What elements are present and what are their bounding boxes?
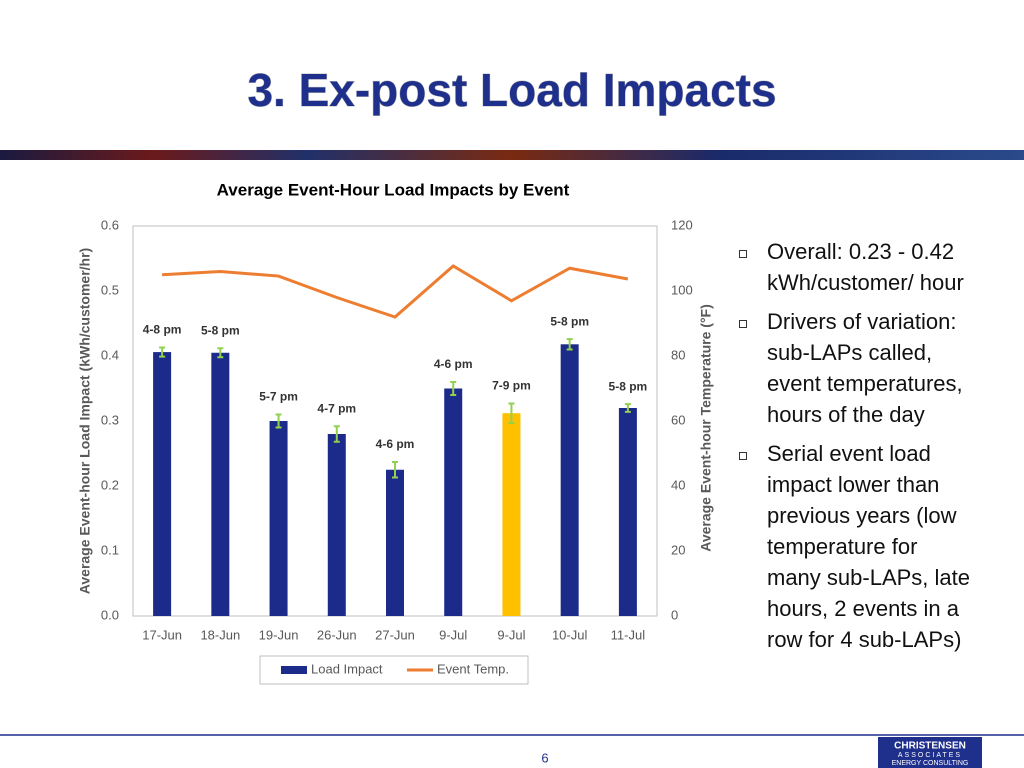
logo — [878, 737, 982, 768]
slide-title: 3. Ex-post Load Impacts — [247, 64, 776, 116]
legend-label: Event Temp. — [437, 661, 509, 676]
chart-title: Average Event-Hour Load Impacts by Event — [217, 180, 570, 199]
y2-tick-label: 80 — [671, 347, 685, 362]
bar — [618, 408, 637, 616]
bar — [327, 434, 346, 616]
bullet: Serial event load impact lower than prev… — [735, 438, 970, 655]
bar-annotation: 4-7 pm — [317, 401, 356, 415]
bar-annotation: 4-8 pm — [143, 323, 182, 337]
y2-tick-label: 0 — [671, 607, 678, 622]
header-band — [0, 150, 1024, 160]
x-tick-label: 19-Jun — [259, 627, 299, 642]
y2-tick-label: 20 — [671, 542, 685, 557]
bar — [502, 413, 521, 616]
y-tick-label: 0.3 — [101, 412, 119, 427]
y2-tick-label: 120 — [671, 217, 693, 232]
logo-text: ASSOCIATES — [898, 752, 962, 759]
error-bar — [159, 346, 166, 358]
bar — [444, 388, 463, 616]
bar-annotation: 5-8 pm — [201, 323, 240, 337]
y-tick-label: 0.5 — [101, 282, 119, 297]
x-tick-label: 26-Jun — [317, 627, 357, 642]
line — [162, 264, 629, 319]
bar — [211, 352, 230, 616]
bar-annotation: 4-6 pm — [376, 437, 415, 451]
y-axis-label: Average Event-hour Load Impact (kWh/cust… — [77, 248, 93, 594]
error-bar — [333, 425, 340, 443]
error-bar — [566, 338, 573, 351]
error-bar — [450, 381, 457, 396]
error-bar — [275, 413, 282, 429]
bar-annotation: 7-9 pm — [492, 379, 531, 393]
error-bar — [624, 403, 631, 413]
bar — [560, 344, 579, 616]
x-tick-label: 9-Jul — [439, 627, 467, 642]
bullet: Overall: 0.23 - 0.42 kWh/customer/ hour — [735, 236, 970, 298]
x-tick-label: 11-Jul — [611, 627, 646, 642]
logo-text: CHRISTENSEN — [894, 741, 966, 752]
bullet: Drivers of variation: sub-LAPs called, e… — [735, 306, 970, 430]
y2-axis-label: Average Event-hour Temperature (°F) — [698, 304, 714, 552]
error-bar — [392, 460, 398, 479]
legend-swatch — [281, 666, 307, 674]
y-tick-label: 0.6 — [101, 217, 119, 232]
bar-annotation: 5-8 pm — [550, 314, 589, 328]
error-bar — [217, 347, 224, 359]
x-tick-label: 17-Jun — [142, 627, 182, 642]
y-tick-label: 0.0 — [101, 607, 119, 622]
x-tick-label: 18-Jun — [200, 627, 240, 642]
y2-tick-label: 40 — [671, 477, 685, 492]
bar — [386, 469, 404, 616]
bar-annotation: 5-7 pm — [259, 390, 298, 404]
x-tick-label: 9-Jul — [497, 627, 525, 642]
logo-text: ENERGY CONSULTING — [892, 760, 969, 767]
bar — [153, 352, 172, 616]
page-number: 6 — [541, 750, 548, 765]
bar-annotation: 5-8 pm — [609, 379, 648, 393]
legend-label: Load Impact — [311, 661, 383, 676]
bar — [269, 421, 288, 616]
y-tick-label: 0.1 — [101, 542, 119, 557]
bullet-list: Overall: 0.23 - 0.42 kWh/customer/ hour D… — [735, 236, 970, 663]
y2-tick-label: 60 — [671, 412, 685, 427]
y-tick-label: 0.4 — [101, 347, 119, 362]
bar-annotation: 4-6 pm — [434, 357, 473, 371]
x-tick-label: 27-Jun — [375, 627, 415, 642]
y-tick-label: 0.2 — [101, 477, 119, 492]
y2-tick-label: 100 — [671, 282, 693, 297]
error-bar — [508, 402, 515, 424]
x-tick-label: 10-Jul — [552, 627, 588, 642]
